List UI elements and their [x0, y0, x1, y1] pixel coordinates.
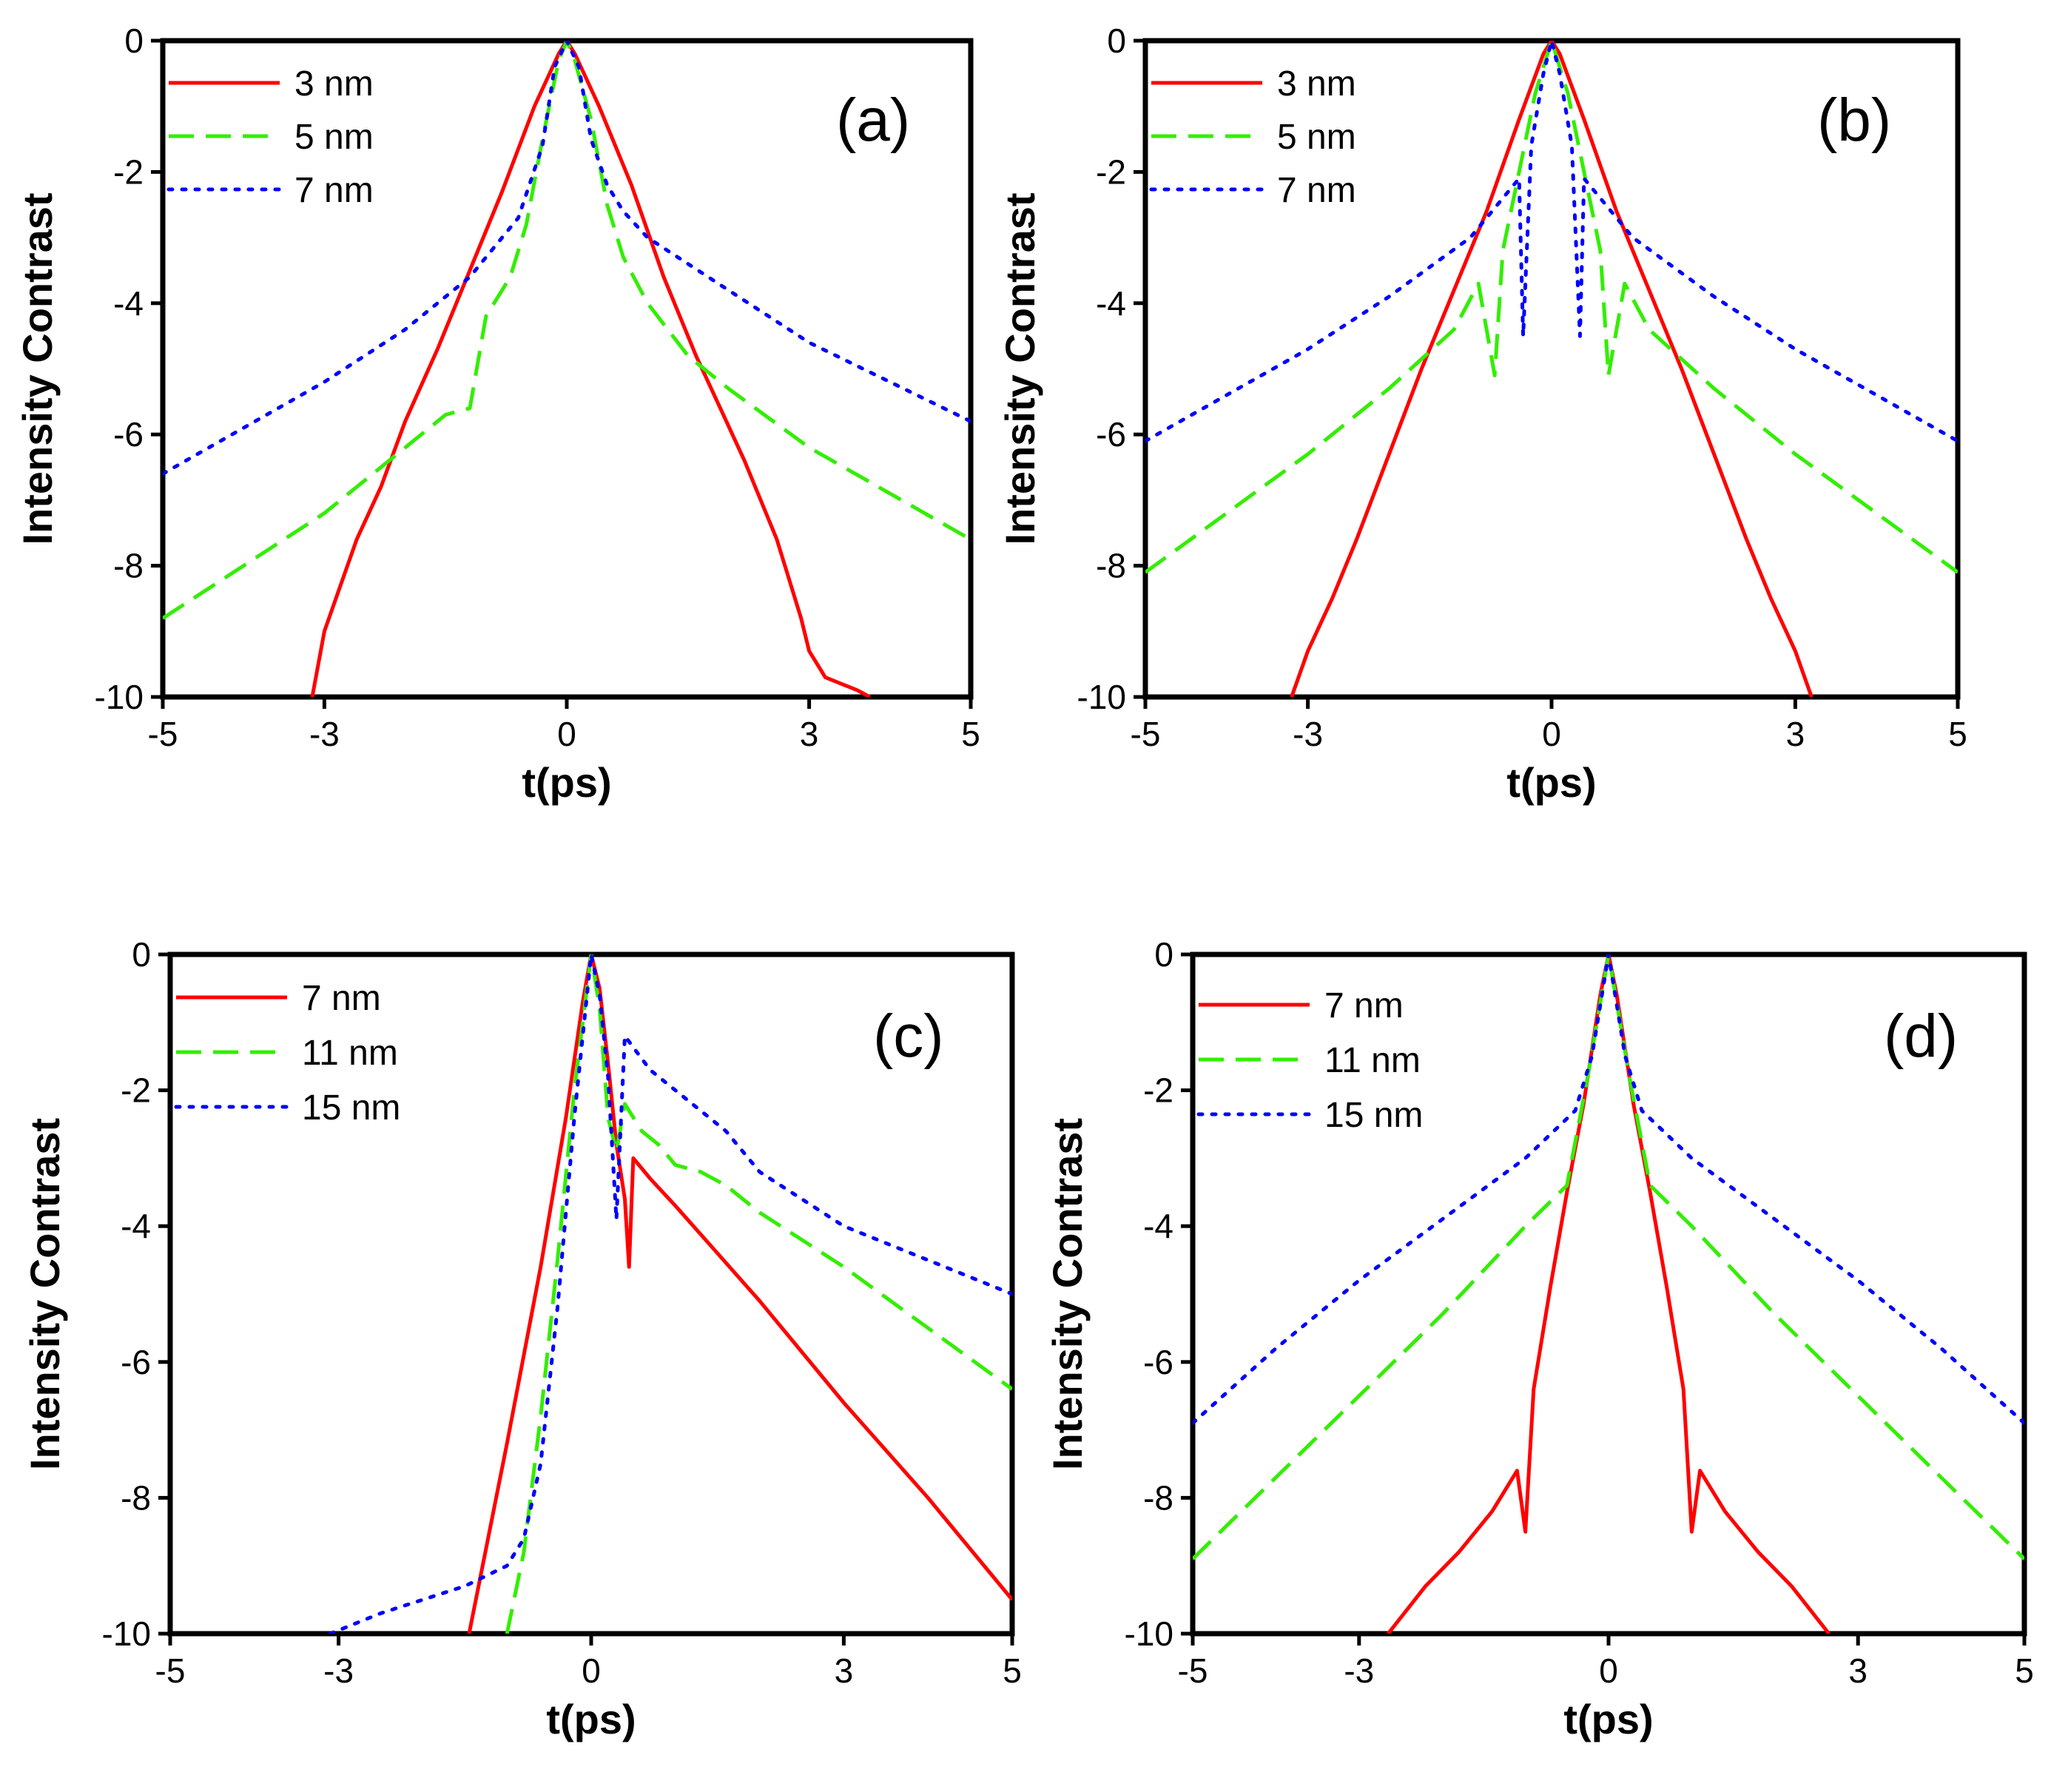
x-tick-label: 0 — [1599, 1651, 1618, 1690]
y-tick-label: 0 — [132, 935, 151, 974]
y-tick-label: -8 — [1143, 1478, 1173, 1517]
panel-d: -5 -3 0 3 5 0 -2 -4 -6 -8 -10 (d) t(ps) Intensity … — [1044, 935, 2034, 1742]
legend-label: 7 nm — [294, 171, 374, 210]
x-tick-label: -5 — [148, 715, 178, 753]
x-tick-label: 5 — [961, 715, 980, 753]
y-tick-label: -4 — [121, 1207, 151, 1245]
y-tick-label: -2 — [1096, 152, 1126, 191]
legend: 7 nm 11 nm 15 nm — [1196, 986, 1423, 1135]
y-tick-label: -8 — [1096, 547, 1126, 585]
y-tick-label: 0 — [1107, 21, 1126, 60]
x-tick-label: -3 — [323, 1651, 354, 1690]
panel-a: -5 -3 0 3 5 0 -2 -4 -6 -8 -10 (a) t(ps) Intensity … — [14, 21, 980, 806]
panel-label: (a) — [836, 87, 910, 154]
x-tick-label: 3 — [800, 715, 819, 753]
x-axis-title: t(ps) — [1506, 759, 1596, 806]
x-axis-title: t(ps) — [522, 759, 611, 806]
y-tick-label: -10 — [95, 678, 144, 716]
x-tick-label: -3 — [309, 715, 340, 753]
x-tick-label: 0 — [557, 715, 576, 753]
y-tick-label: -6 — [113, 415, 144, 454]
x-tick-label: 5 — [1948, 715, 1967, 753]
y-axis-title: Intensity Contrast — [14, 192, 61, 545]
series-line-3-nm — [310, 41, 871, 697]
x-tick-label: -5 — [1131, 715, 1161, 753]
x-tick-label: -5 — [1178, 1651, 1208, 1690]
legend-label: 15 nm — [1324, 1096, 1423, 1135]
legend-label: 3 nm — [294, 64, 374, 104]
y-tick-label: -2 — [113, 152, 144, 191]
legend-label: 3 nm — [1277, 64, 1356, 104]
y-tick-label: -4 — [1143, 1207, 1173, 1245]
y-tick-label: -6 — [1143, 1343, 1173, 1381]
y-axis-title: Intensity Contrast — [21, 1118, 68, 1470]
series-line-11-nm — [1193, 954, 2024, 1560]
series-line-7-nm — [467, 954, 1012, 1634]
panel-c: -5 -3 0 3 5 0 -2 -4 -6 -8 -10 (c) t(ps) Intensity … — [21, 935, 1022, 1742]
series-line-7-nm — [1387, 954, 1831, 1634]
series-line-15-nm — [1193, 954, 2024, 1425]
y-tick-label: 0 — [124, 21, 144, 60]
y-tick-label: -4 — [1096, 284, 1126, 323]
panel-b: -5 -3 0 3 5 0 -2 -4 -6 -8 -10 (b) t(ps) Intensity … — [997, 21, 1967, 806]
y-tick-label: -4 — [113, 284, 144, 323]
series-line-15-nm — [328, 954, 1012, 1634]
legend-label: 11 nm — [1324, 1041, 1421, 1080]
legend: 3 nm 5 nm 7 nm — [1149, 64, 1356, 210]
legend-label: 5 nm — [1277, 118, 1356, 157]
y-tick-label: -6 — [1096, 415, 1126, 454]
y-tick-label: -10 — [1125, 1614, 1173, 1653]
legend-label: 11 nm — [302, 1034, 398, 1073]
x-axis-title: t(ps) — [1563, 1696, 1653, 1742]
series-line-5-nm — [1145, 41, 1958, 574]
y-tick-label: -10 — [102, 1614, 151, 1653]
series-line-5-nm — [163, 41, 971, 620]
x-tick-label: -3 — [1344, 1651, 1374, 1690]
y-tick-label: -8 — [113, 547, 144, 585]
legend-label: 15 nm — [302, 1088, 400, 1128]
y-tick-label: -6 — [121, 1343, 151, 1381]
x-tick-label: 0 — [582, 1651, 601, 1690]
x-tick-label: 5 — [1003, 1651, 1022, 1690]
y-tick-label: -8 — [121, 1478, 151, 1517]
legend: 3 nm 5 nm 7 nm — [166, 64, 374, 210]
x-tick-label: 3 — [1786, 715, 1805, 753]
legend: 7 nm 11 nm 15 nm — [174, 979, 400, 1128]
y-tick-label: -2 — [1143, 1071, 1173, 1110]
series-line-7-nm — [163, 41, 971, 476]
series-line-3-nm — [1290, 41, 1813, 697]
x-tick-label: -3 — [1293, 715, 1323, 753]
panel-label: (c) — [873, 1003, 944, 1070]
x-tick-label: 3 — [835, 1651, 854, 1690]
y-tick-label: 0 — [1154, 935, 1173, 974]
y-tick-label: -2 — [121, 1071, 151, 1110]
x-tick-label: 3 — [1848, 1651, 1868, 1690]
y-tick-label: -10 — [1077, 678, 1126, 716]
legend-label: 5 nm — [294, 118, 374, 157]
x-tick-label: 5 — [2015, 1651, 2034, 1690]
x-tick-label: 0 — [1542, 715, 1561, 753]
legend-label: 7 nm — [302, 979, 381, 1018]
panel-label: (b) — [1817, 87, 1891, 154]
legend-label: 7 nm — [1277, 171, 1356, 210]
x-axis-title: t(ps) — [546, 1696, 636, 1742]
y-axis-title: Intensity Contrast — [1044, 1118, 1091, 1470]
x-tick-label: -5 — [155, 1651, 186, 1690]
y-axis-title: Intensity Contrast — [997, 192, 1043, 545]
series-line-11-nm — [505, 954, 1012, 1634]
panel-label: (d) — [1884, 1003, 1958, 1070]
legend-label: 7 nm — [1324, 986, 1404, 1025]
